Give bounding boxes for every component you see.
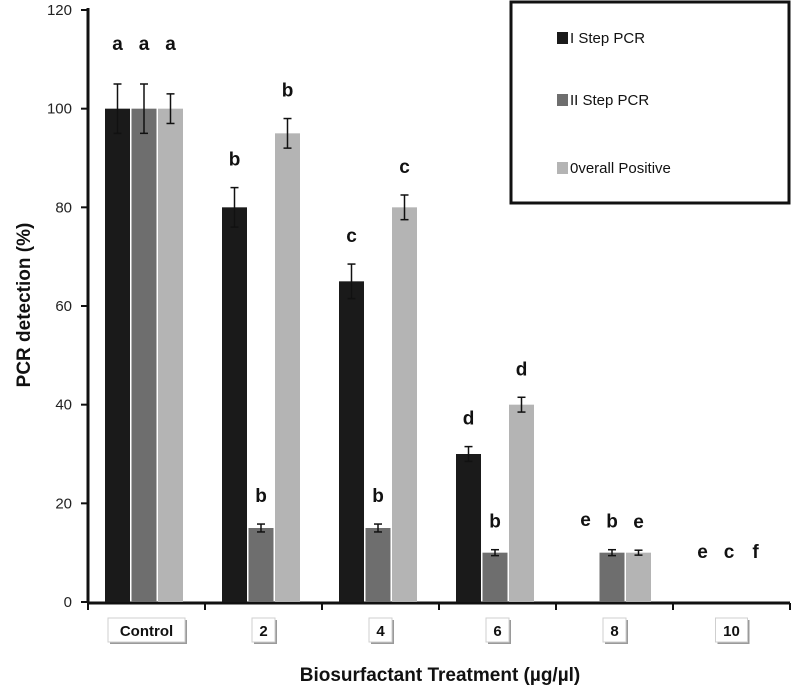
legend-swatch: [557, 32, 568, 44]
significance-letter: d: [516, 359, 528, 380]
significance-letter: f: [752, 542, 759, 563]
y-axis-title: PCR detection (%): [14, 223, 35, 388]
legend-label: I Step PCR: [570, 30, 645, 47]
significance-letter: b: [489, 512, 501, 533]
x-tick-label: Control: [120, 623, 173, 640]
bar: [626, 552, 651, 602]
y-tick-label: 100: [47, 101, 72, 118]
significance-letter: e: [633, 512, 644, 533]
x-tick-label-box: [251, 617, 276, 643]
significance-letter: a: [165, 34, 176, 55]
bar: [248, 528, 274, 602]
bar: [456, 454, 481, 602]
plot-area: 0 20 40 60 80 100 120 Control 2 4 6 8 10 a b c d e e a b b b b c…: [14, 2, 791, 686]
significance-letter: b: [229, 150, 241, 171]
significance-letter: c: [346, 226, 357, 247]
bar: [482, 552, 508, 602]
x-tick-label: 6: [493, 623, 501, 640]
y-tick-label: 80: [55, 199, 72, 216]
y-tick-label: 40: [55, 397, 72, 414]
x-tick-label: 8: [610, 623, 618, 640]
x-tick-label-box: [107, 617, 186, 643]
significance-letter: b: [606, 512, 618, 533]
bar: [392, 207, 417, 603]
x-tick-label-box: [715, 617, 748, 643]
significance-letter: d: [463, 409, 475, 430]
bar: [365, 528, 391, 602]
legend-label: II Step PCR: [570, 92, 649, 109]
bar: [131, 108, 157, 603]
y-tick-label: 20: [55, 495, 72, 512]
significance-letter: b: [255, 486, 267, 507]
x-tick-label: 10: [723, 623, 740, 640]
legend: I Step PCR II Step PCR 0verall Positive: [509, 0, 791, 205]
x-tick-label-box: [368, 617, 393, 643]
significance-letter: c: [399, 157, 410, 178]
x-tick-label: 4: [376, 623, 385, 640]
significance-letter: c: [724, 542, 735, 563]
x-tick-label-box: [602, 617, 627, 643]
bar: [509, 404, 534, 602]
bar: [222, 207, 247, 603]
legend-swatch: [557, 94, 568, 106]
significance-letter: e: [697, 542, 708, 563]
bar: [339, 281, 364, 602]
legend-swatch: [557, 162, 568, 174]
bar: [105, 108, 130, 603]
y-tick-label: 60: [55, 298, 72, 315]
significance-letter: b: [282, 81, 294, 102]
bar: [158, 108, 183, 603]
bar: [275, 133, 300, 603]
x-tick-label-box: [485, 617, 510, 643]
significance-letter: b: [372, 486, 384, 507]
y-tick-label: 120: [47, 2, 72, 19]
y-tick-label: 0: [64, 594, 72, 611]
significance-letter: a: [112, 34, 123, 55]
x-tick-label: 2: [259, 623, 267, 640]
legend-label: 0verall Positive: [570, 160, 671, 177]
significance-letter: e: [580, 510, 591, 531]
bar: [599, 552, 625, 602]
significance-letter: a: [139, 34, 150, 55]
x-axis-title: Biosurfactant Treatment (µg/µl): [300, 665, 581, 686]
